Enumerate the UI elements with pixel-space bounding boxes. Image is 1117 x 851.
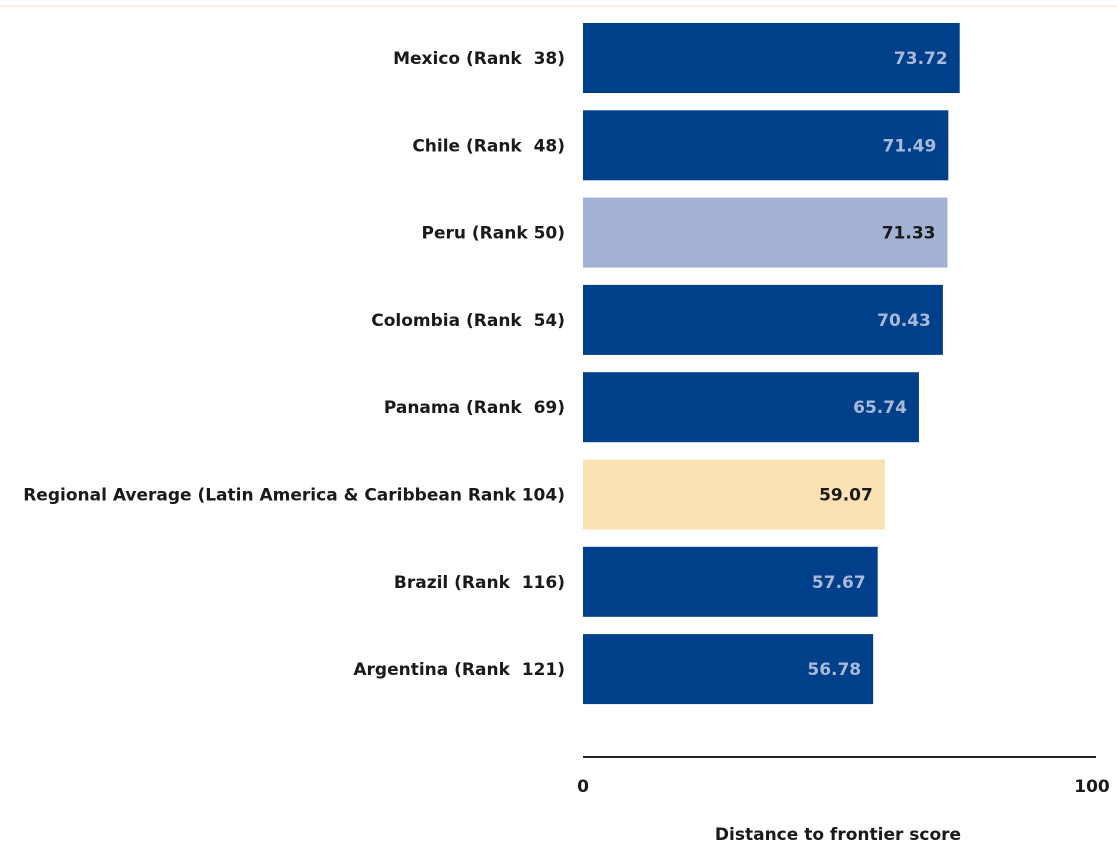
- category-label-0: Mexico (Rank 38): [393, 49, 565, 69]
- x-tick-label-100: 100: [1074, 777, 1110, 797]
- category-label-4: Panama (Rank 69): [384, 398, 565, 418]
- bar-7: [583, 634, 874, 705]
- bar-value-label-7: 56.78: [807, 660, 861, 680]
- category-label-2: Peru (Rank 50): [422, 224, 565, 244]
- bar-2: [583, 197, 948, 268]
- x-axis: 0 100 Distance to frontier score: [577, 756, 1110, 845]
- bar-value-label-6: 57.67: [812, 573, 866, 593]
- bar-value-label-5: 59.07: [819, 486, 873, 506]
- category-label-1: Chile (Rank 48): [412, 136, 565, 156]
- category-label-3: Colombia (Rank 54): [371, 311, 565, 331]
- top-divider: [0, 5, 1117, 7]
- bar-value-label-3: 70.43: [877, 311, 931, 331]
- bars-layer: 73.72 Mexico (Rank 38) 71.49 Chile (Rank 48…: [23, 23, 960, 705]
- bar-0: [583, 23, 960, 93]
- x-tick-label-0: 0: [577, 777, 589, 797]
- category-label-7: Argentina (Rank 121): [353, 660, 565, 680]
- category-label-5: Regional Average (Latin America & Caribb…: [23, 486, 565, 506]
- x-axis-title: Distance to frontier score: [715, 825, 961, 845]
- bar-4: [583, 372, 919, 443]
- bar-value-label-1: 71.49: [883, 136, 937, 156]
- bar-6: [583, 546, 878, 617]
- bar-value-label-4: 65.74: [853, 398, 907, 418]
- bar-1: [583, 110, 949, 181]
- bar-3: [583, 284, 943, 355]
- category-label-6: Brazil (Rank 116): [394, 573, 565, 593]
- bar-value-label-0: 73.72: [894, 49, 948, 69]
- bar-5: [583, 459, 885, 530]
- bar-value-label-2: 71.33: [882, 224, 936, 244]
